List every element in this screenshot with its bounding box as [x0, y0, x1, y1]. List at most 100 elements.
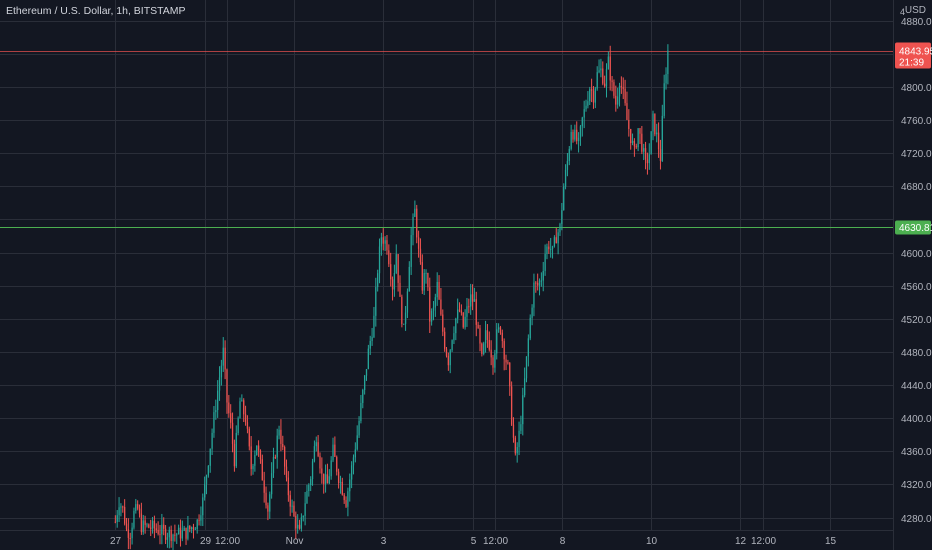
- time-axis[interactable]: 27 29 12:00 Nov 3 5 12:00 8 10 12 12:00 15: [110, 536, 837, 547]
- candle-body: [222, 347, 224, 366]
- candle: [367, 344, 370, 370]
- candle-body: [207, 465, 210, 476]
- candle-body: [589, 89, 591, 102]
- candle-body: [630, 128, 632, 143]
- candle: [140, 502, 143, 535]
- candle-body: [391, 279, 394, 290]
- candle: [639, 127, 641, 144]
- candle-body: [358, 421, 360, 436]
- candle: [209, 448, 211, 473]
- candle: [603, 75, 606, 88]
- candle: [289, 490, 291, 517]
- scale-indicator[interactable]: 4: [900, 7, 906, 17]
- candle-body: [384, 240, 386, 244]
- candle-body: [263, 480, 265, 493]
- y-tick-label: 4480.00: [901, 348, 932, 359]
- candle: [283, 445, 286, 475]
- candle-body: [432, 307, 435, 311]
- candle: [276, 428, 278, 469]
- candle: [663, 74, 665, 119]
- candle-body: [600, 68, 602, 71]
- candles: [114, 44, 669, 550]
- candle: [656, 123, 658, 143]
- candle: [142, 514, 144, 535]
- candle-body: [537, 282, 539, 286]
- candle: [298, 519, 301, 530]
- y-tick-label: 4560.00: [901, 282, 932, 293]
- candle-body: [531, 307, 533, 318]
- candle: [438, 275, 440, 300]
- candle: [548, 240, 550, 254]
- candle-body: [365, 368, 368, 376]
- candle: [416, 204, 418, 244]
- candle-body: [215, 410, 217, 413]
- candle-body: [187, 525, 189, 539]
- candle: [414, 200, 416, 218]
- price-axis[interactable]: 4280.00 4320.00 4360.00 4400.00 4440.00 4480.…: [901, 17, 932, 525]
- candle-body: [311, 461, 314, 480]
- candle-body: [371, 337, 373, 341]
- candle: [319, 452, 321, 474]
- candle-body: [388, 250, 390, 265]
- candle: [373, 306, 375, 339]
- candle-body: [555, 237, 557, 244]
- candle-body: [470, 294, 472, 307]
- candle: [293, 501, 295, 517]
- candle: [533, 273, 535, 317]
- candle-body: [390, 264, 392, 280]
- candle-body: [434, 297, 436, 308]
- candle-body: [479, 328, 481, 344]
- candle-body: [163, 524, 165, 529]
- y-tick-label: 4760.00: [901, 116, 932, 127]
- candle-body: [464, 316, 466, 328]
- candle-body: [592, 90, 595, 103]
- candle: [600, 58, 602, 78]
- candle-body: [466, 306, 468, 317]
- candle-body: [337, 471, 340, 483]
- candle: [176, 532, 178, 544]
- candle-body: [287, 477, 290, 496]
- candle-body: [609, 56, 611, 81]
- candle-body: [386, 240, 388, 251]
- candle-body: [237, 418, 239, 433]
- candle: [163, 517, 165, 536]
- candle-body: [535, 282, 537, 284]
- candle: [300, 513, 303, 532]
- candle-body: [544, 254, 546, 271]
- candle-body: [133, 510, 135, 528]
- candle: [466, 297, 468, 327]
- candle: [538, 278, 541, 296]
- candle: [577, 132, 580, 153]
- candle: [427, 272, 429, 291]
- candle-body: [239, 401, 241, 419]
- candle-body: [579, 126, 582, 138]
- candle-body: [183, 527, 185, 531]
- candle-body: [155, 528, 157, 530]
- candle-body: [445, 348, 448, 356]
- candle: [404, 305, 407, 331]
- candle: [399, 275, 401, 297]
- y-tick-label: 4680.00: [901, 182, 932, 193]
- candle-body: [540, 280, 543, 282]
- candle: [555, 228, 557, 244]
- candle: [371, 327, 373, 346]
- candle-body: [443, 331, 446, 349]
- candle: [442, 309, 444, 337]
- candle-body: [538, 280, 541, 286]
- candle-body: [652, 113, 654, 132]
- candle: [449, 348, 451, 374]
- candle: [643, 143, 645, 161]
- candle-body: [137, 504, 139, 509]
- candle: [417, 230, 420, 258]
- candle: [633, 138, 636, 157]
- candle-body: [522, 395, 524, 425]
- candle: [522, 387, 524, 436]
- candle: [494, 349, 496, 373]
- candle-body: [447, 355, 450, 366]
- candle: [481, 342, 483, 357]
- x-tick-label: Nov: [286, 536, 304, 547]
- candle-body: [289, 495, 291, 507]
- last-price-value: 4843.95: [899, 47, 932, 58]
